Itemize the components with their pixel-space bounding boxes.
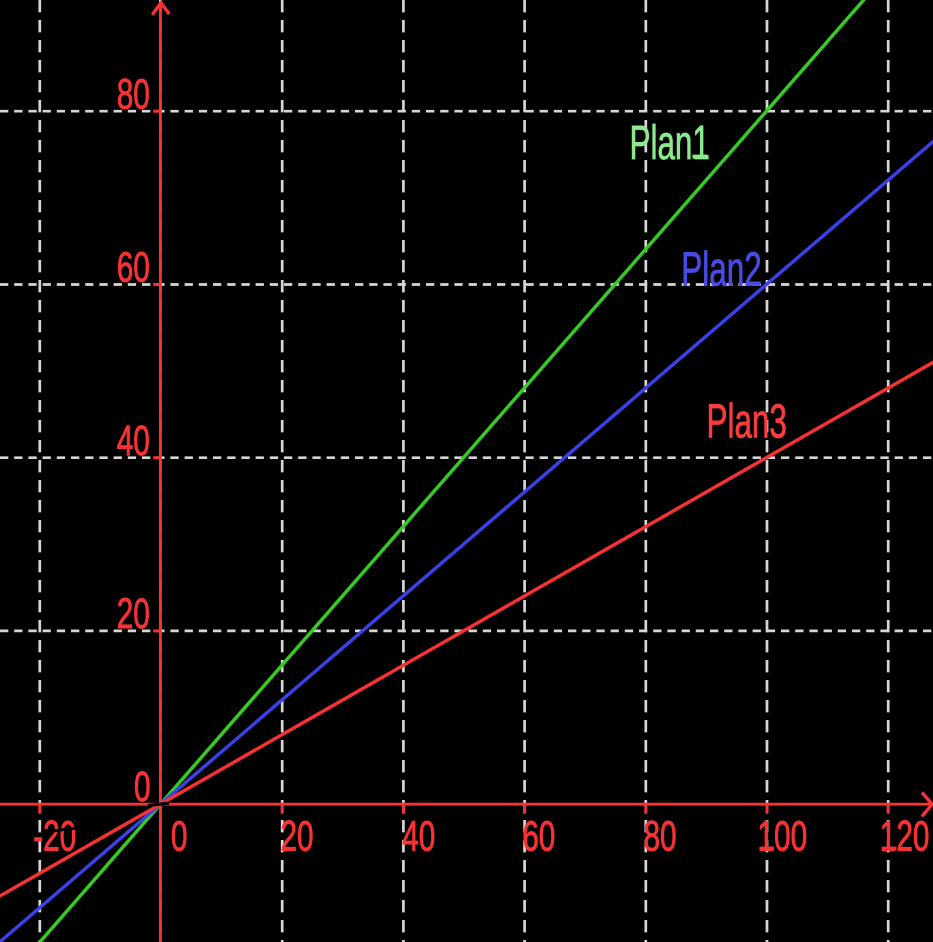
svg-text:20: 20 [280,812,313,860]
svg-text:Plan2: Plan2 [681,242,761,296]
svg-text:40: 40 [117,417,150,465]
svg-text:0: 0 [134,763,151,811]
svg-text:100: 100 [757,812,807,860]
svg-text:Plan3: Plan3 [707,394,787,448]
svg-text:0: 0 [171,812,188,860]
svg-text:120: 120 [880,812,930,860]
svg-text:40: 40 [402,812,435,860]
svg-text:-20: -20 [33,812,76,860]
svg-text:60: 60 [522,812,555,860]
svg-text:20: 20 [117,590,150,638]
svg-text:80: 80 [643,812,676,860]
svg-text:60: 60 [117,243,150,291]
svg-text:Plan1: Plan1 [630,115,710,169]
svg-text:80: 80 [117,70,150,118]
